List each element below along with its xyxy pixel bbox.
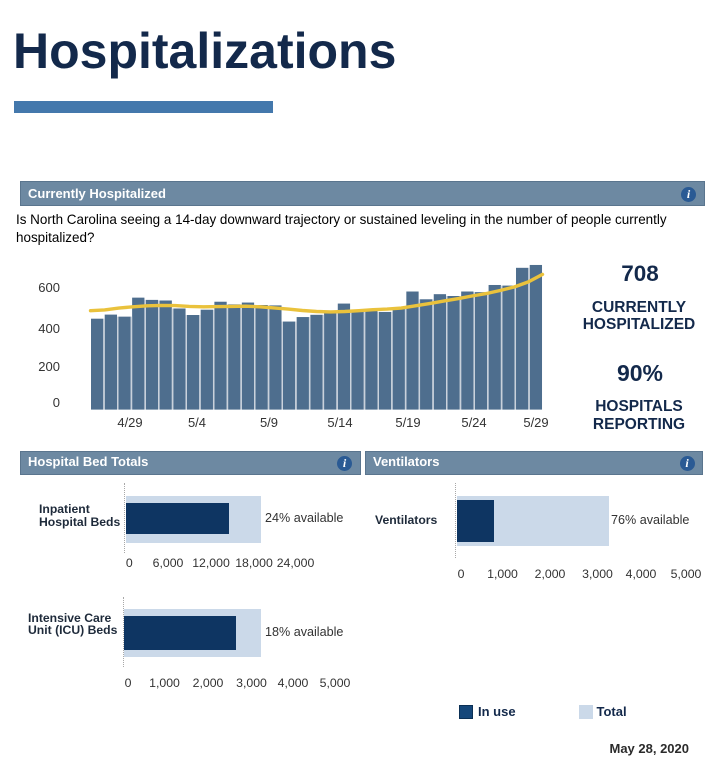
svg-text:5/4: 5/4 (188, 415, 206, 430)
svg-text:5/19: 5/19 (395, 415, 420, 430)
svg-text:4/29: 4/29 (117, 415, 142, 430)
svg-text:0: 0 (53, 395, 60, 410)
svg-text:5/14: 5/14 (327, 415, 352, 430)
svg-text:600: 600 (38, 280, 60, 295)
svg-text:400: 400 (38, 321, 60, 336)
svg-text:200: 200 (38, 359, 60, 374)
svg-text:5/9: 5/9 (260, 415, 278, 430)
svg-text:5/24: 5/24 (461, 415, 486, 430)
svg-text:5/29: 5/29 (523, 415, 548, 430)
